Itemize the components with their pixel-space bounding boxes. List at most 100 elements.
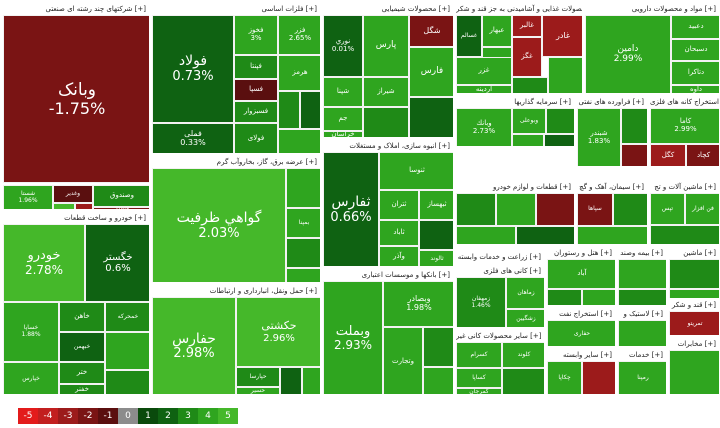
symbol-tile[interactable] bbox=[278, 129, 320, 153]
symbol-tile[interactable]: جم bbox=[323, 107, 363, 131]
symbol-tile[interactable]: شبندر 1.83% bbox=[577, 108, 621, 166]
symbol-tile[interactable] bbox=[302, 367, 320, 394]
symbol-tile[interactable]: شپنا bbox=[323, 77, 363, 107]
symbol-tile[interactable] bbox=[286, 268, 320, 282]
symbol-tile[interactable]: خاهن bbox=[59, 302, 105, 332]
sector-title[interactable]: مواد و محصولات دارویی [+] bbox=[585, 3, 719, 15]
sector-title[interactable]: بانکها و موسسات اعتباری [+] bbox=[323, 269, 453, 281]
symbol-tile[interactable]: حکشتی 2.96% bbox=[236, 297, 320, 367]
symbol-tile[interactable] bbox=[423, 327, 453, 367]
symbol-tile[interactable] bbox=[53, 203, 75, 209]
sector-title[interactable]: ماشین آلات و تج [+] bbox=[650, 181, 719, 193]
symbol-tile[interactable]: وبانك 2.73% bbox=[456, 108, 512, 146]
sector-title[interactable]: فلزات اساسی [+] bbox=[152, 3, 320, 15]
symbol-tile[interactable] bbox=[496, 193, 536, 226]
symbol-tile[interactable]: دسبحان bbox=[671, 39, 719, 61]
symbol-tile[interactable]: فن افزار bbox=[685, 193, 719, 225]
symbol-tile[interactable] bbox=[280, 367, 302, 394]
symbol-tile[interactable]: کساپا bbox=[456, 368, 502, 388]
symbol-tile[interactable]: فارس bbox=[409, 47, 453, 97]
symbol-tile[interactable] bbox=[618, 289, 666, 305]
symbol-tile[interactable]: کاما 2.99% bbox=[650, 108, 719, 144]
symbol-tile[interactable] bbox=[512, 77, 548, 93]
symbol-tile[interactable]: حفارس 2.98% bbox=[152, 297, 236, 394]
symbol-tile[interactable] bbox=[618, 259, 666, 289]
symbol-tile[interactable]: زماهان bbox=[506, 277, 544, 309]
symbol-tile[interactable]: غالبر bbox=[512, 15, 542, 37]
sector-title[interactable]: زراعت و خدمات وابسته [+] bbox=[456, 251, 544, 263]
symbol-tile[interactable]: خودرو 2.78% bbox=[3, 224, 85, 302]
symbol-tile[interactable]: غگز bbox=[512, 37, 542, 77]
symbol-tile[interactable]: چکاپا bbox=[547, 361, 582, 394]
symbol-tile[interactable] bbox=[502, 368, 544, 394]
symbol-tile[interactable]: وبملت 2.93% bbox=[323, 281, 383, 394]
symbol-tile[interactable] bbox=[618, 320, 666, 346]
symbol-tile[interactable]: تپس bbox=[650, 193, 685, 225]
symbol-tile[interactable]: ثالوند bbox=[419, 250, 453, 266]
sector-title[interactable]: کانی های فلزی [+] bbox=[456, 265, 544, 277]
sector-title[interactable]: خدمات [+] bbox=[618, 349, 666, 361]
symbol-tile[interactable]: دامين 2.99% bbox=[585, 15, 671, 93]
symbol-tile[interactable] bbox=[512, 134, 544, 146]
symbol-tile[interactable]: ثاباد bbox=[379, 220, 419, 246]
symbol-tile[interactable] bbox=[621, 144, 647, 166]
symbol-tile[interactable]: غسالم bbox=[456, 15, 482, 57]
symbol-tile[interactable] bbox=[577, 226, 647, 244]
symbol-tile[interactable]: فسپا bbox=[234, 79, 278, 101]
symbol-tile[interactable]: فزر 2.65% bbox=[278, 15, 320, 55]
symbol-tile[interactable]: کگل bbox=[650, 144, 686, 166]
symbol-tile[interactable] bbox=[544, 134, 574, 146]
symbol-tile[interactable] bbox=[105, 370, 149, 394]
symbol-tile[interactable]: دعبيد bbox=[671, 15, 719, 39]
symbol-tile[interactable]: کلوند bbox=[502, 342, 544, 368]
symbol-tile[interactable]: کچاد bbox=[686, 144, 719, 166]
sector-title[interactable]: مخابرات [+] bbox=[669, 338, 719, 350]
symbol-tile[interactable] bbox=[419, 220, 453, 250]
sector-title[interactable]: لاستیک و [+] bbox=[618, 308, 666, 320]
symbol-tile[interactable] bbox=[456, 193, 496, 226]
symbol-tile[interactable]: خبهمن bbox=[59, 332, 105, 362]
sector-title[interactable]: محصولات شیمیایی [+] bbox=[323, 3, 453, 15]
symbol-tile[interactable]: وصندوق bbox=[93, 185, 149, 207]
symbol-tile[interactable] bbox=[613, 193, 647, 226]
symbol-tile[interactable]: وبانک -1.75% bbox=[3, 15, 149, 183]
symbol-tile[interactable]: تمریتو bbox=[669, 311, 719, 335]
symbol-tile[interactable] bbox=[105, 332, 149, 370]
symbol-tile[interactable]: خپارس bbox=[3, 362, 59, 394]
sector-title[interactable]: فراورده های نفتی [+] bbox=[577, 96, 647, 108]
symbol-tile[interactable]: پارس bbox=[363, 15, 409, 77]
symbol-tile[interactable]: نوري 0.01% bbox=[323, 15, 363, 77]
symbol-tile[interactable]: وبوعلی bbox=[512, 108, 546, 134]
symbol-tile[interactable] bbox=[75, 203, 93, 209]
symbol-tile[interactable]: ثنوسا bbox=[379, 152, 453, 190]
symbol-tile[interactable] bbox=[278, 91, 300, 129]
symbol-tile[interactable]: وامید bbox=[93, 207, 149, 209]
symbol-tile[interactable] bbox=[516, 226, 574, 244]
sector-title[interactable]: قند و شکر [+] bbox=[669, 299, 719, 311]
sector-title[interactable]: ماشین [+] bbox=[669, 247, 719, 259]
symbol-tile[interactable] bbox=[300, 91, 320, 129]
symbol-tile[interactable]: حفاری bbox=[547, 320, 615, 346]
symbol-tile[interactable] bbox=[547, 289, 582, 305]
symbol-tile[interactable]: آباد bbox=[547, 259, 615, 289]
sector-title[interactable]: قطعات و لوازم خودرو [+] bbox=[456, 181, 574, 193]
symbol-tile[interactable]: خفنر bbox=[59, 384, 105, 394]
symbol-tile[interactable]: رمپنا bbox=[618, 361, 666, 394]
sector-title[interactable]: سیمان، آهک و گچ [+] bbox=[577, 181, 647, 193]
symbol-tile[interactable]: گواهي ظرفيت 2.03% bbox=[152, 168, 286, 282]
symbol-tile[interactable]: فولای bbox=[234, 123, 278, 153]
symbol-tile[interactable]: کمرجان bbox=[456, 388, 502, 394]
symbol-tile[interactable] bbox=[650, 225, 719, 244]
symbol-tile[interactable]: حسير bbox=[236, 387, 280, 394]
symbol-tile[interactable] bbox=[536, 193, 574, 226]
symbol-tile[interactable]: خگستر 0.6% bbox=[85, 224, 149, 302]
symbol-tile[interactable]: وبصادر 1.98% bbox=[383, 281, 453, 327]
symbol-tile[interactable] bbox=[621, 108, 647, 144]
sector-title[interactable]: سرمایه گذاریها [+] bbox=[456, 96, 574, 108]
sector-title[interactable]: استخراج کانه های فلزی [+] bbox=[650, 96, 719, 108]
symbol-tile[interactable]: غادر bbox=[542, 15, 582, 57]
symbol-tile[interactable] bbox=[548, 57, 582, 93]
symbol-tile[interactable] bbox=[546, 108, 574, 134]
symbol-tile[interactable]: وآذر bbox=[379, 246, 419, 266]
symbol-tile[interactable] bbox=[669, 350, 719, 394]
